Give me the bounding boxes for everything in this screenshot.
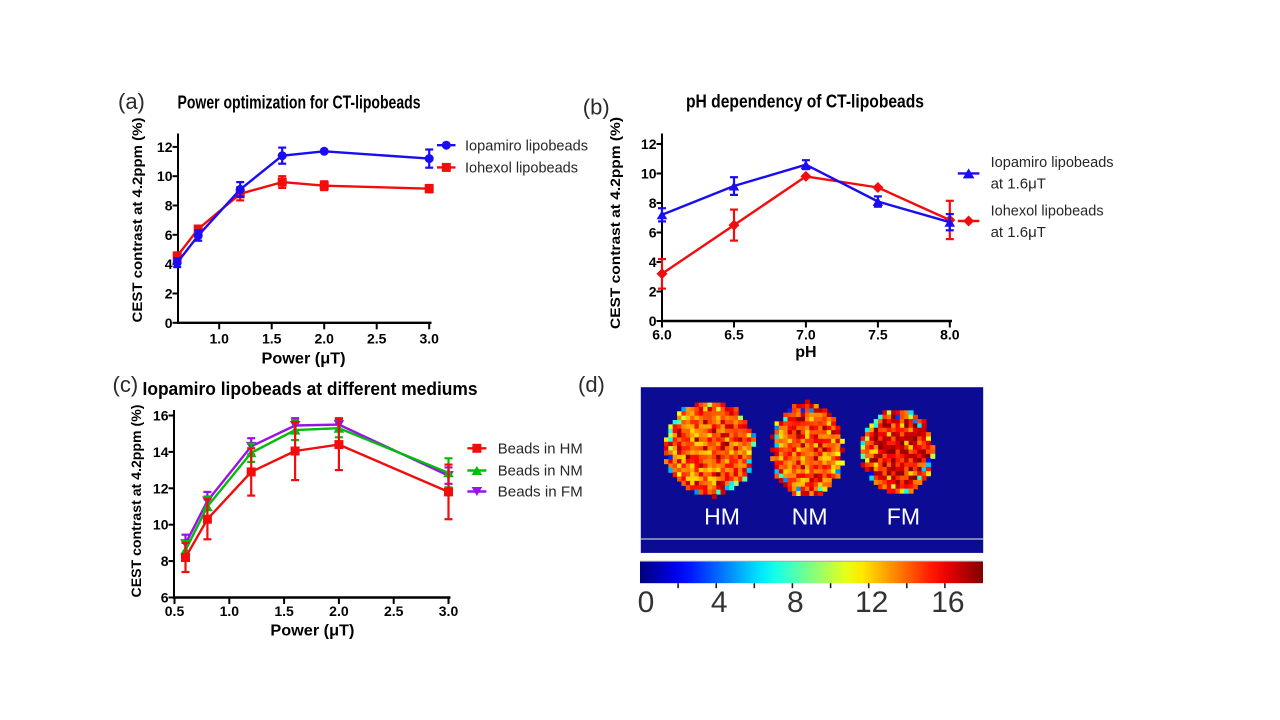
svg-text:12: 12 xyxy=(153,480,169,496)
svg-text:pH: pH xyxy=(795,344,816,361)
svg-text:4: 4 xyxy=(711,586,728,619)
svg-text:6: 6 xyxy=(649,225,657,241)
svg-text:10: 10 xyxy=(641,166,657,182)
svg-text:(c): (c) xyxy=(113,372,139,397)
svg-text:Beads in NM: Beads in NM xyxy=(498,463,583,480)
svg-text:at 1.6μT: at 1.6μT xyxy=(991,176,1046,193)
svg-text:(d): (d) xyxy=(578,372,605,397)
svg-text:Beads in HM: Beads in HM xyxy=(498,441,583,458)
svg-text:8: 8 xyxy=(787,586,804,619)
svg-text:2: 2 xyxy=(165,286,173,302)
svg-text:CEST contrast at 4.2ppm (%): CEST contrast at 4.2ppm (%) xyxy=(128,405,144,598)
svg-text:Beads in FM: Beads in FM xyxy=(498,484,583,501)
svg-text:6: 6 xyxy=(165,227,173,243)
svg-text:(a): (a) xyxy=(118,89,145,114)
svg-text:1.0: 1.0 xyxy=(209,331,229,347)
svg-text:16: 16 xyxy=(931,586,964,619)
svg-text:2.5: 2.5 xyxy=(384,603,404,619)
svg-text:14: 14 xyxy=(153,444,169,460)
svg-text:3.0: 3.0 xyxy=(419,331,439,347)
svg-text:FM: FM xyxy=(887,503,920,529)
svg-text:Iopamiro lipobeads: Iopamiro lipobeads xyxy=(465,138,588,155)
svg-text:2: 2 xyxy=(649,284,657,300)
svg-text:3.0: 3.0 xyxy=(439,603,459,619)
svg-text:Power (μT): Power (μT) xyxy=(262,351,346,368)
svg-text:at 1.6μT: at 1.6μT xyxy=(991,224,1046,241)
svg-text:8: 8 xyxy=(649,195,657,211)
svg-text:1.5: 1.5 xyxy=(262,331,282,347)
svg-text:Power (μT): Power (μT) xyxy=(270,623,354,640)
svg-text:Power optimization for CT-lipo: Power optimization for CT-lipobeads xyxy=(178,93,421,113)
svg-text:pH dependency of CT-lipobeads: pH dependency of CT-lipobeads xyxy=(686,92,924,112)
svg-text:HM: HM xyxy=(704,503,740,529)
svg-text:7.0: 7.0 xyxy=(796,327,816,343)
svg-text:6.5: 6.5 xyxy=(724,327,744,343)
svg-text:2.5: 2.5 xyxy=(367,331,387,347)
svg-text:NM: NM xyxy=(792,503,828,529)
svg-text:1.0: 1.0 xyxy=(220,603,240,619)
svg-text:CEST contrast at 4.2ppm (%): CEST contrast at 4.2ppm (%) xyxy=(607,117,623,329)
svg-text:7.5: 7.5 xyxy=(868,327,888,343)
svg-text:(b): (b) xyxy=(583,95,610,120)
svg-text:CEST contrast at 4.2ppm (%): CEST contrast at 4.2ppm (%) xyxy=(129,118,145,323)
svg-text:Iohexol lipobeads: Iohexol lipobeads xyxy=(991,203,1104,220)
svg-text:0: 0 xyxy=(165,315,173,331)
svg-text:12: 12 xyxy=(641,136,657,152)
svg-text:6.0: 6.0 xyxy=(652,327,672,343)
svg-text:8: 8 xyxy=(165,198,173,214)
svg-text:12: 12 xyxy=(157,139,173,155)
svg-text:0: 0 xyxy=(649,313,657,329)
svg-text:Iohexol lipobeads: Iohexol lipobeads xyxy=(465,160,578,177)
svg-text:0.5: 0.5 xyxy=(165,603,185,619)
svg-text:Iopamiro lipobeads at differen: Iopamiro lipobeads at different mediums xyxy=(143,379,478,399)
svg-text:Iopamiro lipobeads: Iopamiro lipobeads xyxy=(991,154,1114,171)
svg-text:8.0: 8.0 xyxy=(940,327,960,343)
svg-text:2.0: 2.0 xyxy=(329,603,349,619)
svg-text:16: 16 xyxy=(153,408,169,424)
svg-text:4: 4 xyxy=(649,254,657,270)
svg-text:1.5: 1.5 xyxy=(274,603,294,619)
svg-text:2.0: 2.0 xyxy=(314,331,334,347)
svg-text:6: 6 xyxy=(161,590,169,606)
svg-text:0: 0 xyxy=(638,586,655,619)
svg-text:10: 10 xyxy=(157,168,173,184)
svg-text:12: 12 xyxy=(855,586,888,619)
svg-text:8: 8 xyxy=(161,553,169,569)
svg-text:4: 4 xyxy=(165,256,173,272)
svg-text:10: 10 xyxy=(153,517,169,533)
